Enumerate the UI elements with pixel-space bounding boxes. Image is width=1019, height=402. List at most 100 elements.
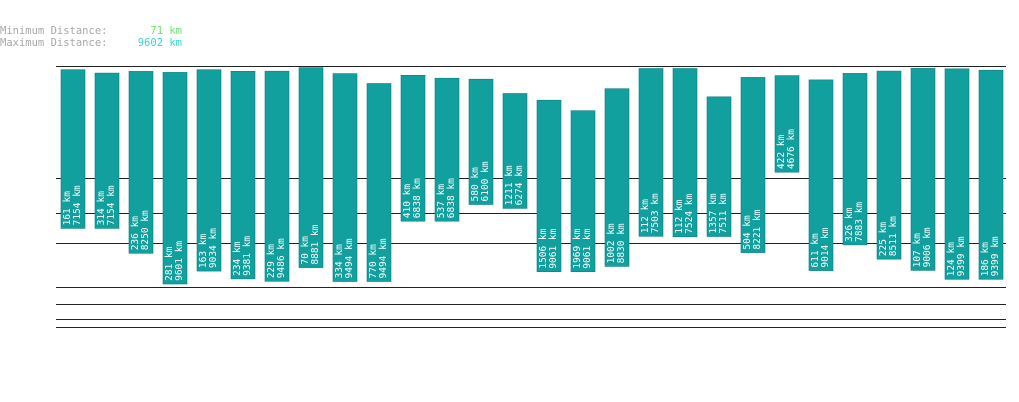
distance-bar [876,70,902,260]
bar-max-label: 4676 km [786,129,797,169]
distance-bar [230,71,256,280]
distance-bar [400,75,426,222]
distance-bar [604,88,630,267]
distance-bar-group: 1969 km 9061 km [570,110,596,272]
bar-min-label: 580 km [470,167,481,202]
distance-bar-group: 186 km 9399 km [978,69,1004,280]
distance-bar-group: 611 km 9014 km [808,79,834,271]
bar-min-label: 161 km [62,191,73,226]
distance-bar-group: 334 km 9494 km [332,73,358,282]
distance-bar [706,96,732,237]
distance-bar [638,68,664,237]
distance-bar [332,73,358,282]
distance-bar-group: 504 km 8221 km [740,77,766,253]
bar-min-label: 186 km [980,242,991,277]
bar-max-label: 8511 km [888,216,899,256]
distance-bar-group: 70 km 8881 km [298,67,324,268]
bar-max-label: 8221 km [752,209,763,249]
bar-min-label: 504 km [742,215,753,250]
distance-bar [740,77,766,253]
bar-min-label: 112 km [674,199,685,234]
bar-min-label: 236 km [130,216,141,251]
min-distance-row: Minimum Distance: 71 km [0,25,182,37]
distance-bar-group: 326 km 7883 km [842,73,868,246]
distance-bar [60,69,86,229]
max-distance-value: 9602 km [137,37,182,49]
bar-min-label: 314 km [96,191,107,226]
min-distance-label: Minimum Distance: [0,25,108,37]
bar-min-label: 1506 km [538,228,549,268]
bar-max-label: 9494 km [344,238,355,278]
bar-max-label: 7883 km [854,202,865,242]
bar-max-label: 6838 km [446,178,457,218]
bar-max-label: 9061 km [548,228,559,268]
bar-min-label: 163 km [198,234,209,269]
distance-bar-group: 1357 km 7511 km [706,96,732,237]
bar-min-label: 229 km [266,244,277,279]
bar-min-label: 225 km [878,222,889,257]
distance-bar [774,75,800,173]
distance-bar-group: 770 km 9494 km [366,83,392,282]
distance-bar [434,77,460,222]
min-distance-value: 71 km [150,25,182,37]
distance-bar [978,69,1004,280]
bar-min-label: 1357 km [708,193,719,233]
bar-max-label: 6838 km [412,178,423,218]
bar-max-label: 6100 km [480,161,491,201]
bar-min-label: 410 km [402,184,413,219]
bar-min-label: 334 km [334,244,345,279]
bar-min-label: 326 km [844,207,855,242]
bar-min-label: 1211 km [504,165,515,205]
distance-bar [366,83,392,282]
bar-min-label: 537 km [436,184,447,219]
distance-bar-group: 234 km 9381 km [230,71,256,280]
bar-max-label: 7524 km [684,193,695,233]
distance-bar-group: 580 km 6100 km [468,78,494,205]
distance-bar [910,68,936,271]
distance-bar [298,67,324,268]
distance-bar-group: 314 km 7154 km [94,72,120,229]
bar-max-label: 9399 km [990,236,1001,276]
distance-bar-group: 112 km 7503 km [638,68,664,237]
bar-min-label: 770 km [368,244,379,279]
distance-bar [672,68,698,238]
distance-bar-group: 537 km 6838 km [434,77,460,222]
max-distance-row: Maximum Distance: 9602 km [0,37,182,49]
bar-min-label: 1969 km [572,228,583,268]
distance-bar-group: 124 km 9399 km [944,68,970,280]
distance-bar [94,72,120,229]
distance-bar [502,93,528,209]
distance-bar [570,110,596,272]
bar-min-label: 124 km [946,242,957,277]
bar-max-label: 6274 km [514,165,525,205]
bar-max-label: 9061 km [582,228,593,268]
bar-min-label: 1002 km [606,223,617,263]
max-distance-label: Maximum Distance: [0,37,108,49]
bar-max-label: 7503 km [650,193,661,233]
distance-bar-group: 281 km 9601 km [162,72,188,285]
distance-bar-group: 161 km 7154 km [60,69,86,229]
distance-bar-group: 236 km 8250 km [128,71,154,254]
bar-max-label: 9006 km [922,227,933,267]
bar-max-label: 8830 km [616,223,627,263]
distance-bar [808,79,834,271]
distance-bar [536,99,562,272]
distance-bar-group: 1211 km 6274 km [502,93,528,209]
distance-bar-group: 107 km 9006 km [910,68,936,271]
distance-bar-group: 1506 km 9061 km [536,99,562,272]
distance-bar [468,78,494,205]
distance-bar-group: 410 km 6838 km [400,75,426,222]
bar-min-label: 422 km [776,135,787,170]
bar-max-label: 9601 km [174,241,185,281]
distance-bar [162,72,188,285]
bar-min-label: 70 km [300,236,311,265]
bar-min-label: 112 km [640,199,651,234]
distance-bar-group: 225 km 8511 km [876,70,902,260]
bar-min-label: 281 km [164,246,175,281]
distance-bar [944,68,970,280]
bar-max-label: 9486 km [276,238,287,278]
distance-bar-group: 229 km 9486 km [264,70,290,282]
distance-legend: Minimum Distance: 71 km Maximum Distance:… [0,25,182,49]
